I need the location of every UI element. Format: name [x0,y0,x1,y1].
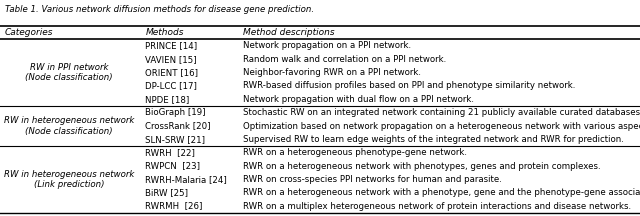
Text: RWR on a heterogeneous phenotype-gene network.: RWR on a heterogeneous phenotype-gene ne… [243,148,467,157]
Text: RWR on a heterogeneous network with phenotypes, genes and protein complexes.: RWR on a heterogeneous network with phen… [243,162,601,171]
Text: Random walk and correlation on a PPI network.: Random walk and correlation on a PPI net… [243,55,447,64]
Text: Stochastic RW on an integrated network containing 21 publicly available curated : Stochastic RW on an integrated network c… [243,108,640,117]
Text: NPDE [18]: NPDE [18] [145,95,189,104]
Text: SLN-SRW [21]: SLN-SRW [21] [145,135,205,144]
Text: CrossRank [20]: CrossRank [20] [145,122,211,130]
Text: Optimization based on network propagation on a heterogeneous network with variou: Optimization based on network propagatio… [243,122,640,130]
Text: RW in PPI network
(Node classification): RW in PPI network (Node classification) [26,63,113,82]
Text: BiRW [25]: BiRW [25] [145,188,188,197]
Text: VAVIEN [15]: VAVIEN [15] [145,55,197,64]
Text: RWRH  [22]: RWRH [22] [145,148,195,157]
Text: ORIENT [16]: ORIENT [16] [145,68,198,77]
Text: RWR-based diffusion profiles based on PPI and phenotype similarity network.: RWR-based diffusion profiles based on PP… [243,81,575,91]
Text: Neighbor-favoring RWR on a PPI network.: Neighbor-favoring RWR on a PPI network. [243,68,421,77]
Text: DP-LCC [17]: DP-LCC [17] [145,81,197,91]
Text: RWR on a multiplex heterogeneous network of protein interactions and disease net: RWR on a multiplex heterogeneous network… [243,202,631,211]
Text: RW in heterogeneous network
(Link prediction): RW in heterogeneous network (Link predic… [4,170,134,189]
Text: RW in heterogeneous network
(Node classification): RW in heterogeneous network (Node classi… [4,116,134,136]
Text: Network propagation on a PPI network.: Network propagation on a PPI network. [243,41,412,51]
Text: Method descriptions: Method descriptions [243,28,335,37]
Text: RWR on cross-species PPI networks for human and parasite.: RWR on cross-species PPI networks for hu… [243,175,502,184]
Text: RWPCN  [23]: RWPCN [23] [145,162,200,171]
Text: Categories: Categories [4,28,53,37]
Text: RWRMH  [26]: RWRMH [26] [145,202,203,211]
Text: Methods: Methods [145,28,184,37]
Text: Supervised RW to learn edge weights of the integrated network and RWR for predic: Supervised RW to learn edge weights of t… [243,135,624,144]
Text: PRINCE [14]: PRINCE [14] [145,41,197,51]
Text: BioGraph [19]: BioGraph [19] [145,108,206,117]
Text: Table 1. Various network diffusion methods for disease gene prediction.: Table 1. Various network diffusion metho… [5,5,314,14]
Text: RWR on a heterogeneous network with a phenotype, gene and the phenotype-gene ass: RWR on a heterogeneous network with a ph… [243,188,640,197]
Text: Network propagation with dual flow on a PPI network.: Network propagation with dual flow on a … [243,95,474,104]
Text: RWRH-Malaria [24]: RWRH-Malaria [24] [145,175,227,184]
